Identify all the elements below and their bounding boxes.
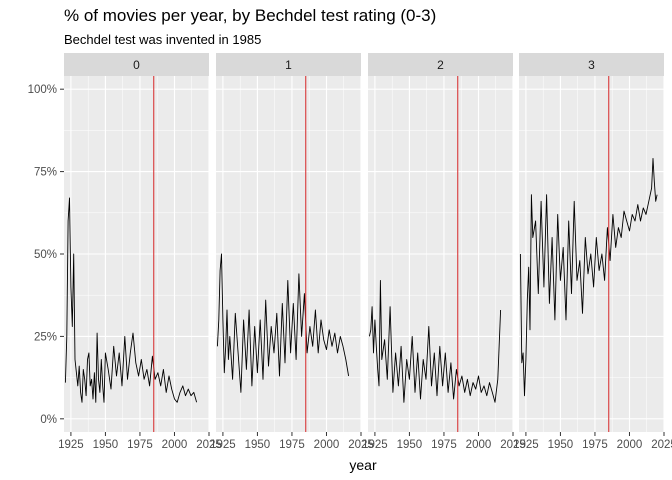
x-tick-label: 1975: [431, 439, 457, 451]
chart-title: % of movies per year, by Bechdel test ra…: [64, 6, 437, 25]
facet-panel-2: 2 1925 1950 1975 2000 2025: [362, 53, 526, 451]
x-tick-label: 1975: [279, 439, 305, 451]
facet-strip-label: 2: [437, 58, 444, 72]
series-line-3: [519, 157, 658, 397]
facet-strip: [216, 53, 361, 76]
x-tick-label: 2000: [617, 439, 643, 451]
x-tick-label: 2000: [466, 439, 492, 451]
x-tick-label: 2000: [314, 439, 340, 451]
x-tick-label: 1925: [210, 439, 236, 451]
facet-panel-0: 0 1925 1950 1975 2000 2025: [58, 53, 222, 451]
x-tick-label: 2025: [196, 439, 222, 451]
x-tick-label: 1950: [93, 439, 119, 451]
x-tick-label: 1950: [397, 439, 423, 451]
x-tick-label: 2025: [500, 439, 526, 451]
y-tick-label: 100%: [28, 84, 57, 96]
facet-panel-3: 3 1925 1950 1975 2000 2025: [513, 53, 672, 451]
facet-strip-label: 3: [588, 58, 595, 72]
x-axis-title: year: [349, 457, 377, 473]
x-tick-label: 1950: [548, 439, 574, 451]
x-tick-label: 2025: [348, 439, 374, 451]
x-tick-label: 1925: [58, 439, 84, 451]
x-tick-label: 2025: [651, 439, 672, 451]
x-tick-label: 1925: [513, 439, 539, 451]
x-tick-label: 1975: [582, 439, 608, 451]
x-tick-label: 1925: [362, 439, 388, 451]
x-tick-label: 2000: [162, 439, 188, 451]
x-tick-label: 1950: [245, 439, 271, 451]
series-line-1: [216, 253, 350, 393]
y-axis: 0% 25% 50% 75% 100%: [28, 84, 64, 426]
facet-strip-label: 0: [133, 58, 140, 72]
facet-strip: [368, 53, 513, 76]
facet-strip: [64, 53, 209, 76]
y-tick-label: 50%: [34, 249, 57, 261]
chart-subtitle: Bechdel test was invented in 1985: [64, 32, 262, 47]
x-tick-label: 1975: [127, 439, 153, 451]
facet-strip: [519, 53, 664, 76]
y-tick-label: 25%: [34, 331, 57, 343]
y-tick-label: 75%: [34, 167, 57, 179]
series-line-2: [368, 279, 502, 403]
facet-panel-1: 1 1925 1950 1975 2000 2025: [210, 53, 374, 451]
series-line-0: [64, 197, 198, 403]
y-tick-label: 0%: [40, 414, 57, 426]
facet-strip-label: 1: [285, 58, 292, 72]
